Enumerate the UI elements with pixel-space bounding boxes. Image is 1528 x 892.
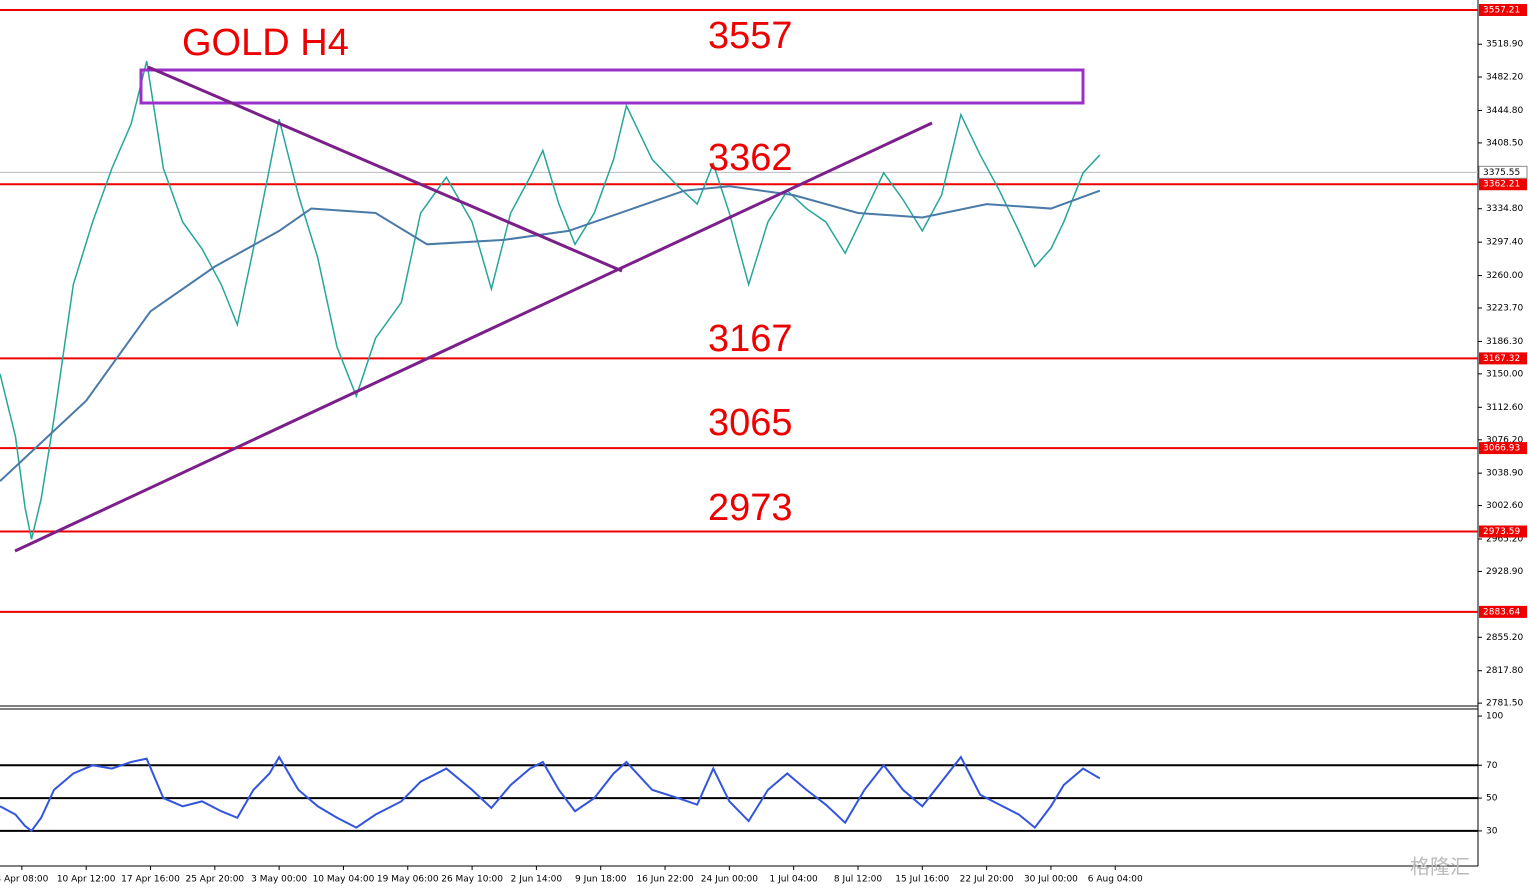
level-tag-label: 2973.59	[1483, 527, 1520, 537]
level-annotation: 3167	[708, 318, 793, 360]
x-tick-label: 1 Jul 04:00	[770, 875, 819, 885]
level-tag	[1479, 442, 1527, 455]
x-tick-label: 6 Aug 04:00	[1088, 875, 1143, 885]
x-tick-label: 30 Jul 00:00	[1024, 875, 1078, 885]
level-tag	[1479, 352, 1527, 365]
current-price-tag	[1478, 165, 1528, 179]
x-tick-label: 17 Apr 16:00	[121, 875, 180, 885]
y-tick-label: 3223.70	[1486, 304, 1523, 314]
y-tick-label: 3186.30	[1486, 337, 1523, 347]
y-tick-label: 3112.60	[1486, 403, 1523, 413]
level-tag	[1479, 178, 1527, 191]
level-annotation: 3362	[708, 137, 793, 179]
x-tick-label: 15 Jul 16:00	[895, 875, 949, 885]
x-tick-label: 22 Jul 20:00	[960, 875, 1014, 885]
y-tick-label: 3518.90	[1486, 40, 1523, 50]
x-tick-label: 9 Jun 18:00	[575, 875, 627, 885]
y-tick-label: 50	[1486, 794, 1498, 804]
level-tag	[1479, 605, 1527, 618]
watermark: 格隆汇	[1410, 855, 1470, 879]
level-tag	[1479, 3, 1527, 16]
x-tick-label: 25 Apr 20:00	[185, 875, 244, 885]
level-tag-label: 3167.32	[1483, 354, 1520, 364]
level-annotation: 2973	[708, 487, 793, 529]
x-tick-label: 2 Jun 14:00	[511, 875, 563, 885]
y-tick-label: 3482.20	[1486, 73, 1523, 83]
y-tick-label: 2928.90	[1486, 567, 1523, 577]
trend-line	[147, 65, 623, 273]
series-line	[0, 755, 1101, 833]
x-tick-label: 19 May 06:00	[377, 875, 439, 885]
chart-title: GOLD H4	[182, 22, 349, 64]
x-tick-label: 3 May 00:00	[251, 875, 307, 885]
series-line	[0, 60, 1101, 540]
y-tick-label: 2855.20	[1486, 633, 1523, 643]
x-tick-label: 8 Jul 12:00	[834, 875, 883, 885]
level-tag-label: 3362.21	[1483, 180, 1520, 190]
level-tag-label: 3557.21	[1483, 5, 1520, 15]
y-tick-label: 3408.50	[1486, 138, 1523, 148]
level-tag-label: 2883.64	[1483, 607, 1520, 617]
x-tick-label: 24 Jun 00:00	[701, 875, 758, 885]
x-tick-label: 16 Jun 22:00	[636, 875, 693, 885]
trend-line	[14, 121, 933, 553]
x-tick-label: 10 Apr 12:00	[57, 875, 116, 885]
y-tick-label: 2781.50	[1486, 699, 1523, 709]
y-tick-label: 3038.90	[1486, 469, 1523, 479]
series-line	[0, 185, 1101, 482]
y-tick-label: 2817.80	[1486, 666, 1523, 676]
y-tick-label: 3002.60	[1486, 501, 1523, 511]
y-tick-label: 100	[1486, 712, 1503, 722]
level-tag	[1479, 525, 1527, 538]
y-tick-label: 3334.80	[1486, 204, 1523, 214]
y-tick-label: 30	[1486, 826, 1498, 836]
range-box	[139, 68, 1085, 105]
current-price-label: 3375.55	[1483, 168, 1520, 178]
level-tag-label: 3066.93	[1483, 444, 1520, 454]
x-tick-label: 26 May 10:00	[441, 875, 503, 885]
y-tick-label: 3444.80	[1486, 106, 1523, 116]
y-tick-label: 70	[1486, 761, 1498, 771]
y-tick-label: 3260.00	[1486, 271, 1523, 281]
y-tick-label: 3076.20	[1486, 435, 1523, 445]
x-tick-label: 3 Apr 08:00	[0, 875, 49, 885]
level-annotation: 3557	[708, 15, 793, 57]
y-tick-label: 3150.00	[1486, 369, 1523, 379]
level-annotation: 3065	[708, 402, 793, 444]
y-tick-label: 3297.40	[1486, 238, 1523, 248]
x-tick-label: 10 May 04:00	[313, 875, 375, 885]
y-tick-label: 2965.20	[1486, 534, 1523, 544]
